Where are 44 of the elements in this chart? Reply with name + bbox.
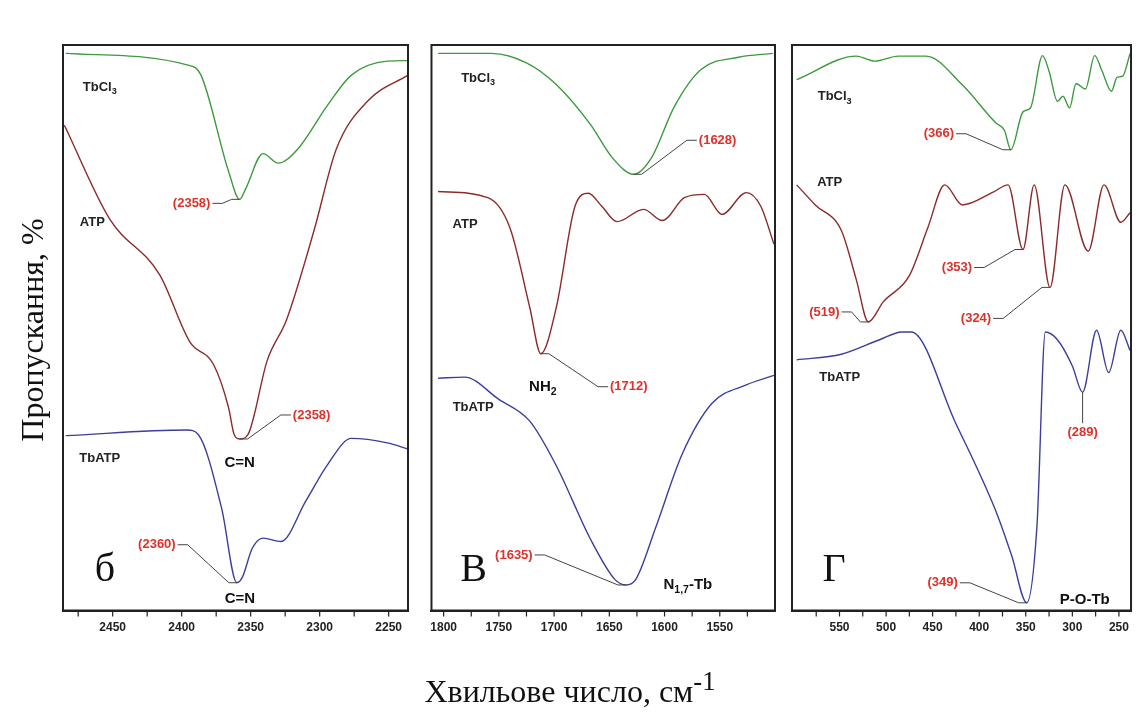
x-tick-label: 1600 (651, 620, 679, 635)
annotation: C=N (224, 588, 256, 606)
x-tick-label: 450 (922, 620, 943, 635)
annotation: (1628) (698, 131, 737, 147)
annotation: (366) (923, 125, 955, 141)
x-tick-label: 1550 (706, 620, 734, 635)
x-tick-label: 250 (1108, 620, 1130, 635)
x-axis-title: Хвильове число, см$^{-1}$ (424, 666, 716, 710)
series-label: ATP (817, 174, 843, 190)
annotation: (1635) (495, 546, 533, 562)
x-tick-label: 350 (1015, 620, 1037, 635)
annotation: C=N (224, 453, 255, 471)
annotation: (2360) (138, 536, 176, 552)
annotation: б (94, 545, 116, 591)
x-tick-label: 2250 (375, 620, 403, 635)
x-tick-label: 2400 (168, 620, 196, 635)
x-tick-label: 2350 (237, 620, 265, 635)
annotation: (519) (809, 303, 840, 319)
series-label: TbATP (452, 398, 494, 414)
annotation: (289) (1067, 423, 1098, 439)
annotation: (353) (941, 259, 973, 275)
series-label: ATP (452, 216, 478, 232)
x-tick-label: 300 (1062, 620, 1083, 635)
annotation: (349) (927, 574, 958, 590)
x-tick-label: 2450 (99, 620, 127, 635)
annotation: P-O-Tb (1059, 589, 1110, 607)
annotation: (1712) (610, 378, 648, 394)
series-label: ATP (79, 213, 106, 229)
series-label: TbATP (79, 450, 121, 466)
x-tick-label: 2300 (306, 620, 334, 635)
annotation: (324) (960, 309, 992, 325)
x-tick-label: 1800 (430, 620, 458, 635)
annotation: Г (822, 545, 846, 591)
x-tick-label: 1750 (485, 620, 513, 635)
x-tick-label: 1700 (540, 620, 568, 635)
annotation: В (460, 545, 487, 591)
x-tick-label: 550 (829, 620, 850, 635)
x-tick-label: 500 (876, 620, 897, 635)
series-label: TbATP (819, 369, 861, 385)
annotation: (2358) (292, 406, 331, 422)
x-tick-label: 1650 (595, 620, 623, 635)
annotation: (2358) (172, 194, 211, 210)
y-axis-title: Пропускання, % (13, 218, 51, 442)
x-tick-label: 400 (969, 620, 990, 635)
